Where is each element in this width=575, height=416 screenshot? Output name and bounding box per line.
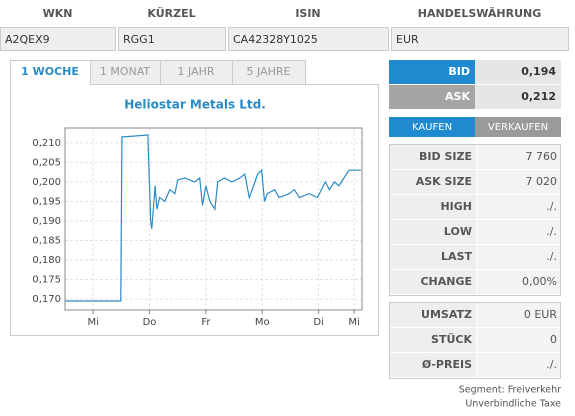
tab[interactable] [232,60,306,85]
stats-label: HIGH [440,200,472,213]
chart-panel [10,84,379,336]
stats-value: 0 [550,333,557,346]
y-tick-label: 0,195 [32,196,61,207]
stats-value: ./. [546,200,557,213]
header-cell [391,27,569,51]
header-value: CA42328Y1025 [233,33,318,46]
y-tick-label: 0,210 [32,138,61,149]
header-value: EUR [396,33,419,46]
stats-label: ASK SIZE [416,175,472,188]
stats-value-bg [477,353,560,377]
header-label: HANDELSWÄHRUNG [418,6,542,20]
stats-value-bg [477,303,560,327]
x-tick-label: Do [143,317,157,328]
header-cell [0,27,116,51]
footer-line: Segment: Freiverkehr [459,385,561,396]
y-tick-label: 0,180 [32,255,61,266]
stats-value: 7 020 [526,175,558,188]
y-tick-label: 0,175 [32,275,61,286]
ask-label: ASK [445,90,470,103]
stats-label: BID SIZE [419,150,472,163]
bid-value-bg [475,60,561,84]
sell-label[interactable]: VERKAUFEN [488,122,548,133]
stats-value-bg [477,195,560,219]
stats-value-bg [477,220,560,244]
stats-label-bg [390,303,476,327]
header-label: WKN [43,7,73,20]
stats-value: 7 760 [526,150,558,163]
bid-value: 0,194 [521,65,556,78]
y-tick-label: 0,200 [32,177,61,188]
stats-value-bg [477,328,560,352]
stats-label: STÜCK [431,332,472,346]
tab[interactable] [90,60,161,85]
y-tick-label: 0,170 [32,294,61,305]
stats-label: LOW [444,225,472,238]
header-cell [228,27,389,51]
stats-value-bg [477,245,560,269]
buy-label[interactable]: KAUFEN [412,122,452,133]
tab-label[interactable]: 5 JAHRE [247,65,291,78]
stats-value: ./. [546,225,557,238]
y-tick-label: 0,205 [32,157,61,168]
bid-label: BID [448,65,470,78]
stats-label-bg [390,170,476,194]
stats-label-bg [390,270,476,294]
y-tick-label: 0,185 [32,235,61,246]
tab[interactable] [10,60,91,85]
stats-value: 0,00% [522,275,557,288]
header-label: KÜRZEL [147,6,195,20]
plot-frame [64,127,363,311]
stats-value-bg [477,145,560,169]
x-tick-label: Fr [201,317,211,328]
tab-label[interactable]: 1 JAHR [178,65,215,78]
stats-label-bg [390,245,476,269]
stats-value: ./. [546,358,557,371]
stats-value: ./. [546,250,557,263]
ask-value: 0,212 [521,90,556,103]
bid-label-bg [389,60,475,84]
y-tick-label: 0,190 [32,216,61,227]
chart-title: Heliostar Metals Ltd. [124,98,266,112]
stats-label: CHANGE [420,275,472,288]
header-value: A2QEX9 [5,33,50,46]
header-label: ISIN [295,7,320,20]
stats-label: LAST [441,250,472,263]
stats-value-bg [477,170,560,194]
buy-button[interactable] [389,117,475,137]
tab-label[interactable]: 1 MONAT [100,65,151,78]
sell-button[interactable] [475,117,561,137]
tab-label[interactable]: 1 WOCHE [21,65,79,78]
x-tick-label: Mi [348,317,359,328]
stats-label-bg [390,353,476,377]
stats-label: Ø-PREIS [422,358,472,371]
stats-label-bg [390,195,476,219]
stats-label-bg [390,145,476,169]
stats-label-bg [390,328,476,352]
x-tick-label: Mi [87,317,98,328]
ask-label-bg [389,85,475,109]
stats-value: 0 EUR [524,308,557,321]
stats-label: UMSATZ [421,308,472,321]
stats-label-bg [390,220,476,244]
price-line [65,134,361,302]
ask-value-bg [475,85,561,109]
x-tick-label: Mo [255,317,270,328]
stats-value-bg [477,270,560,294]
footer-line: Unverbindliche Taxe [465,399,561,410]
header-cell [118,27,226,51]
header-value: RGG1 [123,33,155,46]
x-tick-label: Di [313,317,323,328]
